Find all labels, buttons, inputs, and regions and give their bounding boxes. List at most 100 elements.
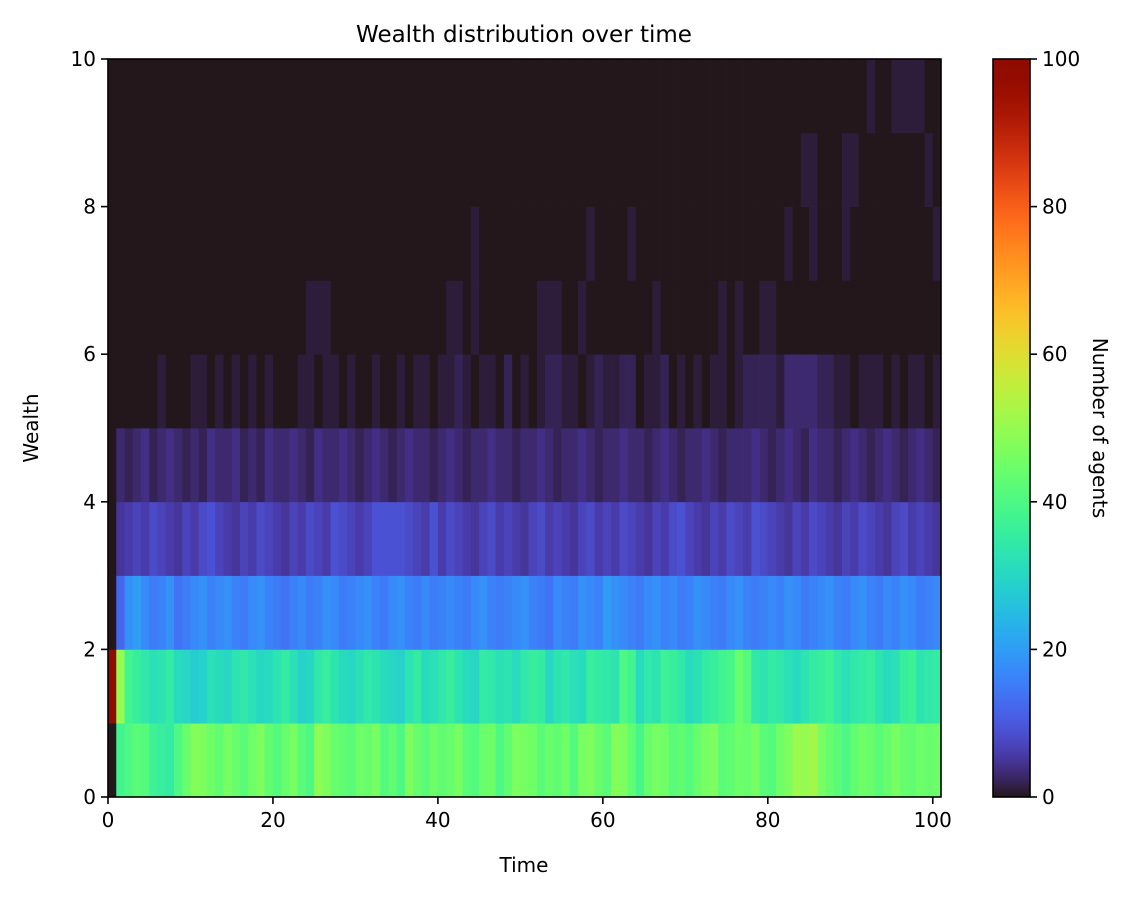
heatmap-cell [314,206,323,281]
heatmap-cell [116,59,125,134]
heatmap-cell [776,428,785,503]
heatmap-cell [726,723,736,798]
heatmap-cell [165,354,175,429]
y-axis-label: Wealth [19,393,43,462]
heatmap-cell [743,280,752,355]
heatmap-cell [611,575,620,650]
heatmap-cell [718,649,727,724]
heatmap-cell [495,354,505,429]
heatmap-cell [446,723,455,798]
heatmap-cell [569,428,579,503]
heatmap-cell [165,59,175,134]
heatmap-cell [454,206,463,281]
heatmap-cell [619,59,628,134]
heatmap-cell [561,132,571,207]
heatmap-cell [347,59,356,134]
heatmap-cell [470,280,480,355]
colorbar [992,58,1031,798]
heatmap-cell [528,723,538,798]
heatmap-cell [124,59,134,134]
heatmap-cell [503,501,513,576]
heatmap-cell [215,354,224,429]
heatmap-cell [371,649,381,724]
heatmap-cell [446,280,455,355]
heatmap-cell [272,132,282,207]
heatmap-cell [182,354,191,429]
heatmap-cell [850,206,859,281]
heatmap-cell [314,132,323,207]
heatmap-cell [776,354,785,429]
heatmap-cell [536,428,546,503]
heatmap-cell [371,59,381,134]
heatmap-cell [140,59,150,134]
heatmap-cell [677,649,686,724]
heatmap-cell [800,501,810,576]
heatmap-cell [759,59,769,134]
heatmap-cell [784,206,793,281]
heatmap-cell [256,59,266,134]
heatmap-cell [437,59,447,134]
heatmap-cell [355,354,365,429]
heatmap-cell [602,354,612,429]
heatmap-cell [149,575,158,650]
heatmap-cell [454,132,463,207]
heatmap-cell [479,575,488,650]
heatmap-cell [297,428,307,503]
heatmap-cell [809,354,818,429]
heatmap-cell [866,649,876,724]
heatmap-cell [858,649,868,724]
heatmap-cell [875,59,884,134]
heatmap-cell [190,723,200,798]
heatmap-cell [437,280,447,355]
heatmap-cell [454,501,463,576]
heatmap-cell [289,428,299,503]
heatmap-cell [635,132,645,207]
heatmap-cell [124,206,134,281]
heatmap-cell [256,501,266,576]
heatmap-cell [413,132,422,207]
heatmap-cell [619,649,628,724]
heatmap-cell [553,354,562,429]
heatmap-cell [256,206,266,281]
heatmap-cell [726,354,736,429]
heatmap-cell [421,649,431,724]
heatmap-cell [479,501,488,576]
heatmap-cell [800,575,810,650]
heatmap-cell [578,280,587,355]
heatmap-cell [256,132,266,207]
heatmap-cell [264,206,274,281]
heatmap-cell [371,501,381,576]
heatmap-cell [388,575,398,650]
heatmap-cell [644,354,653,429]
heatmap-cell [602,723,612,798]
heatmap-cell [932,280,942,355]
heatmap-cell [363,501,373,576]
heatmap-cell [330,649,340,724]
heatmap-cell [512,723,521,798]
heatmap-cell [916,428,925,503]
heatmap-cell [908,428,917,503]
heatmap-cell [347,280,356,355]
heatmap-cell [718,132,727,207]
heatmap-cell [602,649,612,724]
heatmap-cell [396,206,406,281]
heatmap-cell [644,132,653,207]
heatmap-cell [916,280,925,355]
y-tick-label: 0 [83,785,96,809]
heatmap-cell [149,59,158,134]
heatmap-cell [619,501,628,576]
heatmap-cell [578,59,587,134]
heatmap-cell [561,723,571,798]
heatmap-cell [842,575,851,650]
heatmap-cell [396,575,406,650]
heatmap-cell [825,575,835,650]
heatmap-cell [248,354,257,429]
heatmap-cell [108,649,117,724]
heatmap-cell [157,354,167,429]
heatmap-cell [850,280,859,355]
heatmap-cell [751,649,760,724]
heatmap-cell [421,354,431,429]
heatmap-cell [586,280,595,355]
heatmap-cell [355,206,365,281]
heatmap-cell [710,280,719,355]
